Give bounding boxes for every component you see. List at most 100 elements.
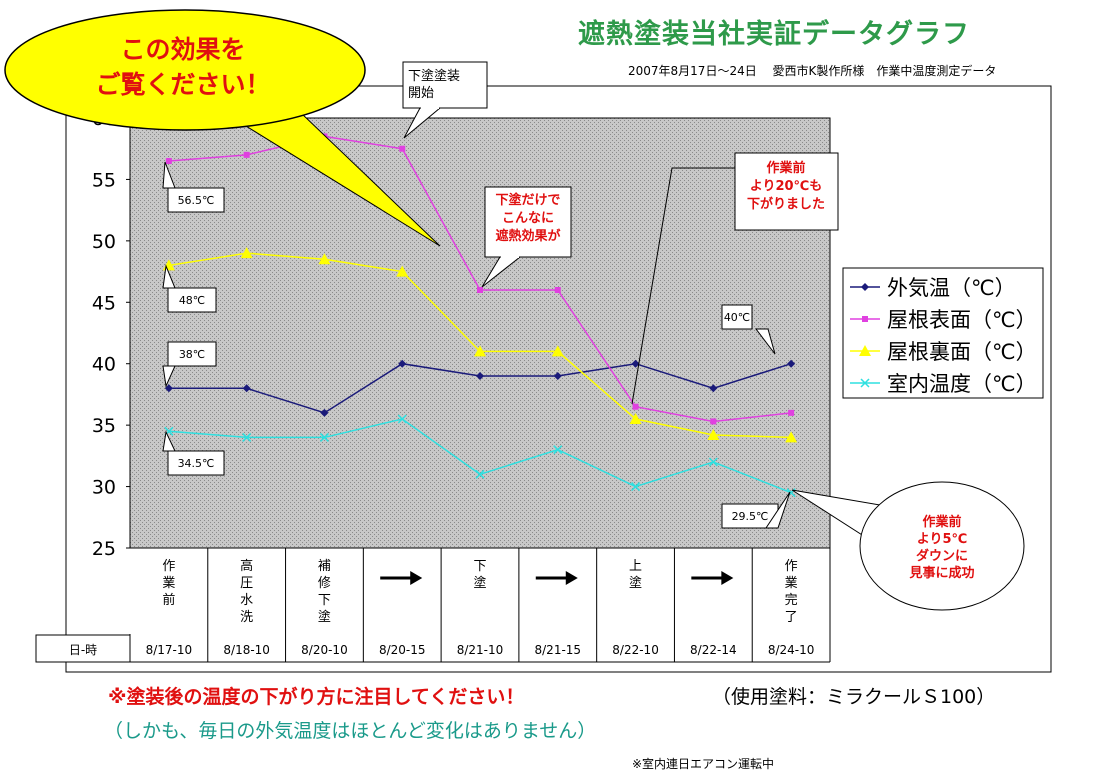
phase-label: 下塗 bbox=[473, 559, 486, 591]
svg-text:29.5℃: 29.5℃ bbox=[732, 510, 769, 523]
svg-text:より20℃も: より20℃も bbox=[750, 179, 823, 194]
paren-text: （しかも、毎日の外気温度はほとんど変化はありません） bbox=[104, 720, 597, 742]
phase-arrow-head bbox=[565, 571, 578, 585]
series-1 bbox=[165, 133, 795, 425]
data-point-x bbox=[708, 457, 718, 467]
svg-text:56.5℃: 56.5℃ bbox=[178, 194, 215, 207]
svg-text:40℃: 40℃ bbox=[724, 311, 750, 324]
svg-text:開始: 開始 bbox=[408, 86, 434, 101]
data-label: 29.5℃ bbox=[721, 491, 791, 529]
y-tick-label: 45 bbox=[92, 292, 116, 314]
svg-text:より5℃: より5℃ bbox=[917, 532, 968, 547]
data-point-diamond bbox=[476, 372, 484, 380]
page-subtitle: 2007年8月17日～24日 愛西市K製作所様 作業中温度測定データ bbox=[628, 64, 997, 78]
svg-text:ダウンに: ダウンに bbox=[916, 548, 968, 564]
page-title: 遮熱塗装当社実証データグラフ bbox=[578, 19, 970, 50]
legend-item: 外気温（℃） bbox=[850, 276, 1016, 300]
data-point-x bbox=[397, 414, 407, 424]
y-tick-label: 30 bbox=[92, 477, 116, 499]
data-point-diamond bbox=[242, 384, 251, 393]
series-0 bbox=[164, 359, 796, 417]
svg-text:ご覧ください！: ご覧ください！ bbox=[95, 70, 270, 99]
svg-text:こんなに: こんなに bbox=[502, 211, 554, 226]
data-point-triangle bbox=[707, 428, 720, 440]
phase-arrow-head bbox=[410, 571, 423, 585]
data-point-triangle bbox=[629, 413, 642, 424]
x-axis-title-box bbox=[35, 634, 131, 663]
svg-text:48℃: 48℃ bbox=[179, 294, 205, 307]
legend-label: 屋根裏面（℃） bbox=[887, 340, 1037, 364]
phase-label: 高圧水洗 bbox=[240, 558, 253, 625]
data-point-x bbox=[631, 482, 641, 492]
data-point-diamond bbox=[709, 384, 718, 393]
paint-text: （使用塗料：ミラクールＳ100） bbox=[712, 686, 996, 708]
x-tick-label: 8/18-10 bbox=[223, 643, 270, 657]
svg-text:下塗だけで: 下塗だけで bbox=[495, 192, 560, 208]
svg-text:38℃: 38℃ bbox=[179, 348, 205, 361]
category-table: 日-時 8/17-10 8/18-10 8/20-10 8/20-15 8/21-10 8/… bbox=[35, 548, 831, 663]
x-tick-label: 8/20-15 bbox=[379, 643, 426, 657]
svg-text:見事に成功: 見事に成功 bbox=[908, 565, 974, 581]
data-point-triangle bbox=[318, 253, 331, 265]
y-tick-label: 40 bbox=[92, 354, 116, 376]
phase-arrow-head bbox=[721, 571, 734, 585]
data-point-x bbox=[553, 445, 563, 455]
legend-box bbox=[842, 267, 1044, 399]
data-point-triangle bbox=[785, 431, 798, 443]
data-label-layer: 56.5℃ 48℃ 38℃ 34.5℃ 40℃ 29.5℃ bbox=[162, 161, 791, 529]
data-label: 38℃ bbox=[162, 341, 217, 388]
x-axis-title: 日-時 bbox=[69, 643, 97, 657]
data-point-square bbox=[399, 145, 406, 152]
data-point-square bbox=[477, 287, 483, 293]
x-tick-label: 8/24-10 bbox=[768, 643, 815, 657]
footnote-text: ※室内連日エアコン運転中 bbox=[632, 757, 775, 771]
y-tick-label: 55 bbox=[92, 169, 116, 191]
data-label: 56.5℃ bbox=[162, 161, 225, 213]
data-point-diamond bbox=[787, 359, 796, 368]
legend: 外気温（℃） 屋根表面（℃） 屋根裏面（℃） 室内温度（℃） bbox=[842, 267, 1044, 399]
y-tick-label: 35 bbox=[92, 415, 116, 437]
data-label: 34.5℃ bbox=[162, 430, 225, 476]
plot-area bbox=[129, 117, 831, 549]
data-point-square bbox=[165, 158, 172, 164]
svg-text:下塗塗装: 下塗塗装 bbox=[408, 68, 460, 84]
svg-text:34.5℃: 34.5℃ bbox=[178, 457, 215, 470]
data-point-triangle bbox=[859, 345, 871, 356]
data-point-square bbox=[710, 418, 717, 425]
data-point-triangle bbox=[551, 345, 564, 357]
data-point-square bbox=[554, 287, 561, 293]
data-label: 48℃ bbox=[162, 264, 217, 313]
legend-label: 外気温（℃） bbox=[887, 276, 1016, 300]
legend-item: 屋根表面（℃） bbox=[850, 308, 1037, 332]
series-layer bbox=[162, 133, 798, 498]
data-point-square bbox=[632, 403, 639, 410]
data-point-diamond bbox=[631, 359, 640, 368]
notice-text: ※塗装後の温度の下がり方に注目してください！ bbox=[108, 686, 525, 708]
data-point-x bbox=[860, 378, 870, 388]
x-tick-label: 8/17-10 bbox=[146, 643, 193, 657]
legend-item: 室内温度（℃） bbox=[850, 372, 1037, 396]
data-point-x bbox=[242, 432, 252, 442]
x-tick-label: 8/20-10 bbox=[301, 643, 348, 657]
data-point-diamond bbox=[553, 372, 562, 380]
data-point-square bbox=[862, 316, 868, 322]
data-point-triangle bbox=[396, 265, 409, 277]
series-3 bbox=[164, 414, 796, 498]
data-point-diamond bbox=[861, 283, 869, 291]
phase-label: 作業完了 bbox=[785, 559, 798, 625]
legend-item: 屋根裏面（℃） bbox=[850, 340, 1037, 364]
data-point-square bbox=[243, 151, 250, 158]
data-point-x bbox=[319, 432, 329, 442]
x-tick-label: 8/22-10 bbox=[612, 643, 659, 657]
series-2 bbox=[162, 247, 798, 443]
svg-text:作業前: 作業前 bbox=[922, 514, 961, 530]
data-point-x bbox=[475, 469, 485, 479]
svg-text:この効果を: この効果を bbox=[120, 35, 245, 64]
